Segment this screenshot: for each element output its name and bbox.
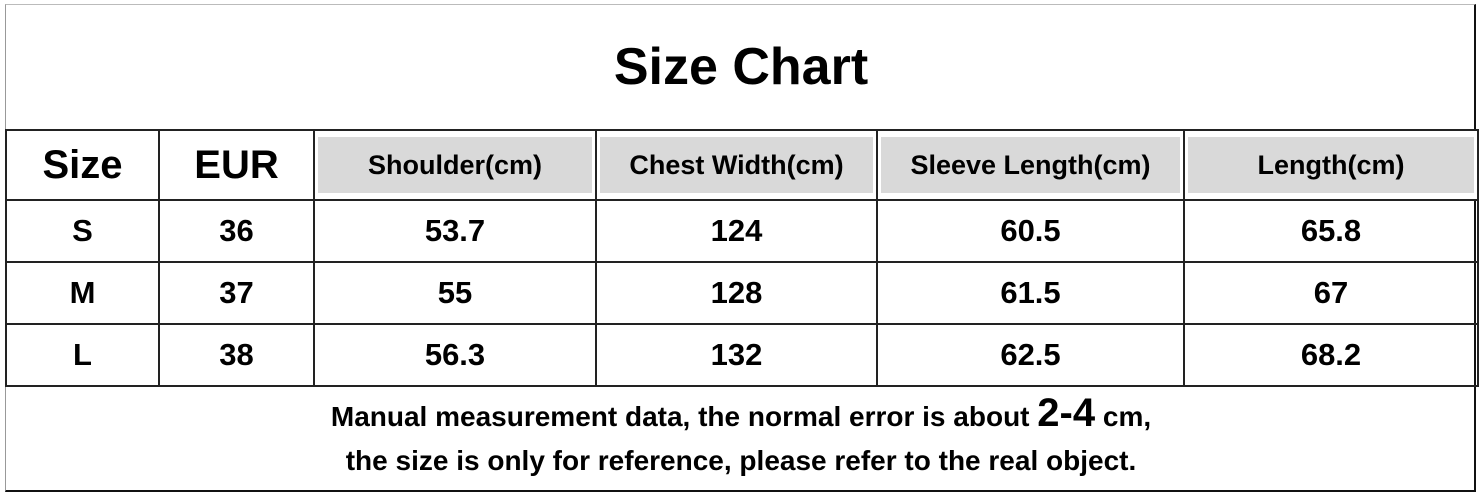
table-row: L 38 56.3 132 62.5 68.2 [5, 323, 1479, 387]
cell-shoulder: 55 [313, 261, 597, 325]
page-title: Size Chart [613, 38, 869, 96]
cell-sleeve-length: 61.5 [876, 261, 1185, 325]
cell-length: 67 [1183, 261, 1479, 325]
cell-length: 65.8 [1183, 199, 1479, 263]
table-header-row: Size EUR Shoulder(cm) Chest Width(cm) Sl… [5, 129, 1479, 201]
header-shoulder: Shoulder(cm) [313, 129, 597, 201]
table-row: S 36 53.7 124 60.5 65.8 [5, 199, 1479, 263]
note-line-2: the size is only for reference, please r… [345, 445, 1137, 476]
cell-sleeve-length: 62.5 [876, 323, 1185, 387]
header-length: Length(cm) [1183, 129, 1479, 201]
table-row: M 37 55 128 61.5 67 [5, 261, 1479, 325]
cell-eur: 36 [158, 199, 315, 263]
cell-chest-width: 128 [595, 261, 878, 325]
header-size: Size [5, 129, 160, 201]
cell-shoulder: 56.3 [313, 323, 597, 387]
note-line-1: Manual measurement data, the normal erro… [330, 391, 1152, 435]
cell-sleeve-length: 60.5 [876, 199, 1185, 263]
cell-size: S [5, 199, 160, 263]
size-table: Size EUR Shoulder(cm) Chest Width(cm) Sl… [5, 129, 1479, 387]
header-chest-width: Chest Width(cm) [595, 129, 878, 201]
cell-size: L [5, 323, 160, 387]
error-range: 2-4 [1037, 391, 1096, 435]
cell-eur: 38 [158, 323, 315, 387]
cell-chest-width: 132 [595, 323, 878, 387]
cell-size: M [5, 261, 160, 325]
cell-chest-width: 124 [595, 199, 878, 263]
cell-eur: 37 [158, 261, 315, 325]
header-eur: EUR [158, 129, 315, 201]
cell-shoulder: 53.7 [313, 199, 597, 263]
cell-length: 68.2 [1183, 323, 1479, 387]
header-sleeve-length: Sleeve Length(cm) [876, 129, 1185, 201]
measurement-note: Manual measurement data, the normal erro… [6, 382, 1476, 492]
